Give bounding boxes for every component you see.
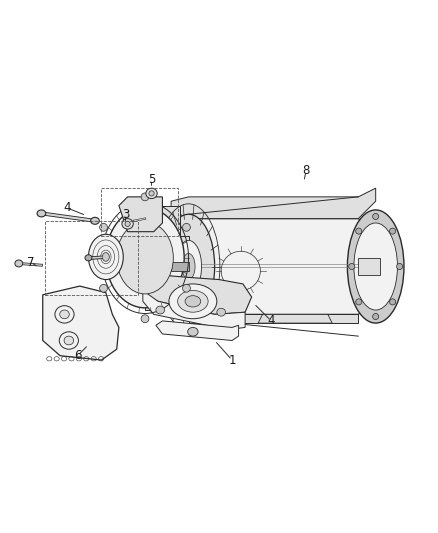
Ellipse shape — [146, 188, 157, 199]
Ellipse shape — [217, 308, 226, 316]
Ellipse shape — [60, 310, 69, 319]
Polygon shape — [171, 188, 376, 219]
Polygon shape — [188, 314, 358, 323]
Ellipse shape — [354, 223, 397, 310]
Ellipse shape — [389, 228, 396, 234]
Ellipse shape — [183, 284, 191, 292]
Ellipse shape — [356, 299, 362, 305]
Ellipse shape — [347, 210, 404, 323]
Ellipse shape — [106, 208, 184, 308]
Polygon shape — [143, 290, 245, 329]
Ellipse shape — [149, 191, 154, 196]
Ellipse shape — [102, 253, 110, 261]
Text: 3: 3 — [122, 208, 129, 221]
Ellipse shape — [396, 263, 403, 270]
Ellipse shape — [182, 254, 195, 279]
Ellipse shape — [122, 219, 133, 229]
Polygon shape — [258, 314, 332, 323]
Polygon shape — [145, 206, 188, 310]
Bar — [45, 221, 138, 295]
Polygon shape — [167, 219, 380, 314]
Ellipse shape — [125, 221, 130, 227]
Ellipse shape — [117, 222, 173, 294]
Text: 7: 7 — [27, 256, 35, 269]
Ellipse shape — [141, 193, 149, 201]
Text: 8: 8 — [302, 164, 310, 177]
Polygon shape — [43, 286, 119, 360]
Ellipse shape — [373, 313, 379, 320]
Ellipse shape — [88, 235, 123, 279]
Text: 4: 4 — [268, 314, 275, 327]
Ellipse shape — [356, 228, 362, 234]
Polygon shape — [119, 197, 162, 232]
Ellipse shape — [178, 290, 208, 312]
Bar — [102, 188, 178, 236]
Ellipse shape — [15, 260, 23, 267]
Ellipse shape — [156, 306, 165, 314]
Polygon shape — [136, 275, 252, 314]
Ellipse shape — [99, 284, 107, 292]
Ellipse shape — [183, 223, 191, 231]
Polygon shape — [171, 262, 188, 271]
Text: 6: 6 — [74, 349, 81, 362]
Ellipse shape — [169, 284, 217, 319]
Polygon shape — [358, 258, 380, 275]
Text: 1: 1 — [228, 353, 236, 367]
Ellipse shape — [176, 240, 201, 293]
Ellipse shape — [99, 223, 107, 231]
Ellipse shape — [373, 213, 379, 220]
Text: 4: 4 — [63, 201, 71, 214]
Ellipse shape — [162, 214, 215, 319]
Ellipse shape — [85, 255, 92, 261]
Ellipse shape — [185, 296, 201, 307]
Ellipse shape — [64, 336, 74, 345]
Ellipse shape — [389, 299, 396, 305]
Ellipse shape — [91, 217, 99, 224]
Ellipse shape — [37, 210, 46, 217]
Polygon shape — [156, 321, 239, 341]
Ellipse shape — [141, 315, 149, 322]
Ellipse shape — [187, 327, 198, 336]
Text: 5: 5 — [148, 173, 155, 186]
Ellipse shape — [349, 263, 355, 270]
